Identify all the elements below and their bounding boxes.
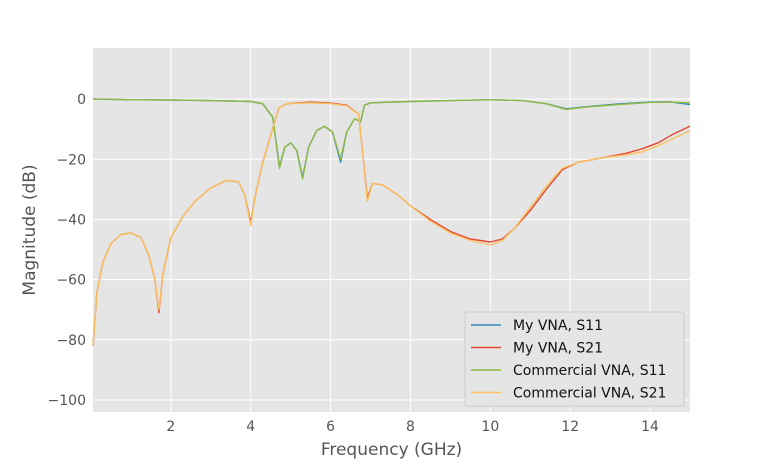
legend-label: My VNA, S21	[513, 341, 603, 357]
x-tick-label: 4	[246, 419, 255, 435]
y-tick-label: −100	[48, 393, 86, 409]
y-tick-label: −80	[56, 333, 86, 349]
series-lines	[92, 98, 691, 346]
grid-lines	[93, 48, 690, 412]
x-axis-label: Frequency (GHz)	[321, 440, 462, 460]
legend-box	[464, 311, 685, 407]
y-tick-label: −60	[56, 273, 86, 289]
series-line-3	[92, 98, 691, 180]
legend: My VNA, S11 My VNA, S21 Commercial VNA, S1…	[464, 311, 685, 407]
y-tick-label: −20	[56, 152, 86, 168]
legend-label: Commercial VNA, S11	[513, 363, 666, 379]
x-tick-label: 10	[481, 419, 499, 435]
y-tick-label: 0	[77, 92, 86, 108]
series-line-4	[92, 102, 691, 346]
legend-label: Commercial VNA, S21	[513, 386, 666, 402]
legend-label: My VNA, S11	[513, 318, 603, 334]
tick-labels: 2 4 6 8 10 12 14 0 −20 −40 −60 −80 −100	[48, 92, 660, 435]
x-tick-label: 12	[561, 419, 579, 435]
x-tick-label: 14	[641, 419, 659, 435]
y-axis-label: Magnitude (dB)	[20, 164, 40, 295]
x-tick-label: 2	[166, 419, 175, 435]
y-tick-label: −40	[56, 212, 86, 228]
x-tick-label: 8	[406, 419, 415, 435]
x-tick-label: 6	[326, 419, 335, 435]
